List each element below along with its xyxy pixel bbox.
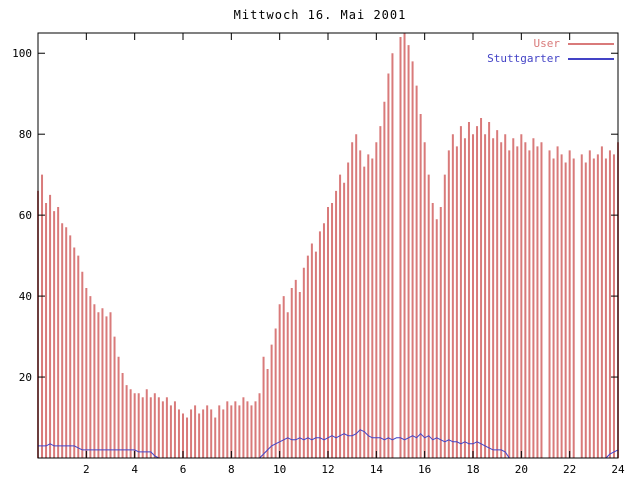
legend: User Stuttgarter <box>487 38 614 65</box>
svg-text:80: 80 <box>19 128 32 141</box>
svg-text:20: 20 <box>515 463 528 476</box>
svg-text:40: 40 <box>19 290 32 303</box>
legend-line-sample-user <box>568 43 614 45</box>
svg-text:100: 100 <box>12 47 32 60</box>
legend-item-stuttgarter: Stuttgarter <box>487 53 614 65</box>
legend-item-user: User <box>533 37 614 50</box>
svg-text:10: 10 <box>273 463 286 476</box>
svg-text:6: 6 <box>180 463 187 476</box>
svg-text:20: 20 <box>19 371 32 384</box>
legend-label-user: User <box>533 37 561 50</box>
svg-text:16: 16 <box>418 463 431 476</box>
chart-title: Mittwoch 16. Mai 2001 <box>233 8 407 22</box>
svg-text:12: 12 <box>321 463 334 476</box>
svg-text:4: 4 <box>131 463 138 476</box>
svg-text:24: 24 <box>611 463 625 476</box>
svg-text:8: 8 <box>228 463 235 476</box>
svg-text:2: 2 <box>83 463 90 476</box>
svg-text:14: 14 <box>370 463 384 476</box>
svg-text:22: 22 <box>563 463 576 476</box>
legend-label-stuttgarter: Stuttgarter <box>487 52 560 65</box>
svg-text:60: 60 <box>19 209 32 222</box>
svg-text:18: 18 <box>466 463 479 476</box>
legend-line-sample-stuttgarter <box>568 58 614 60</box>
